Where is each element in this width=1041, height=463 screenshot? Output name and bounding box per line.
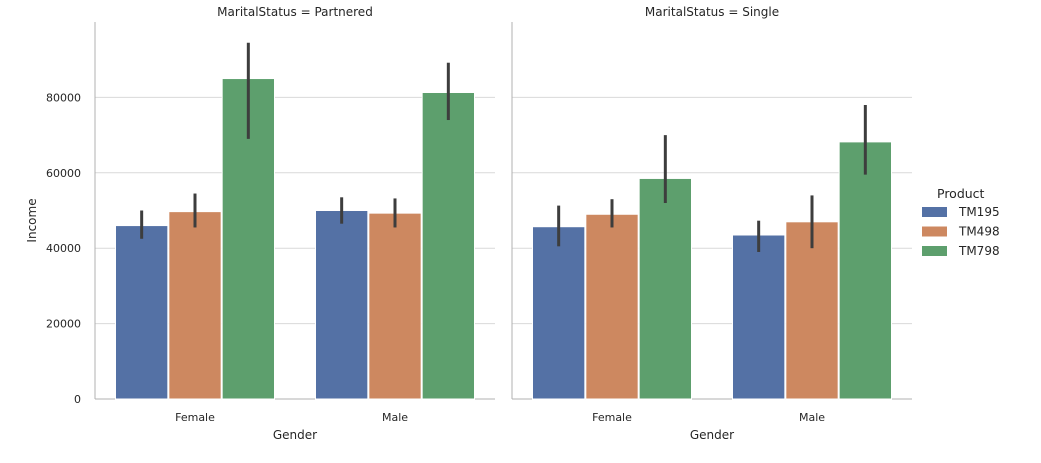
legend-label: TM798	[958, 244, 1000, 258]
x-axis-label: Gender	[273, 428, 317, 442]
y-tick-label: 20000	[46, 318, 81, 331]
bar	[368, 212, 422, 400]
panel-title: MaritalStatus = Single	[645, 5, 779, 19]
bar	[168, 211, 222, 400]
bar	[785, 221, 839, 400]
legend-title: Product	[937, 186, 985, 201]
panel-title: MaritalStatus = Partnered	[217, 5, 373, 19]
bar	[115, 225, 169, 400]
x-axis-label: Gender	[690, 428, 734, 442]
legend-label: TM498	[958, 225, 1000, 239]
bar	[732, 234, 786, 400]
legend-label: TM195	[958, 205, 1000, 219]
bar	[532, 226, 586, 400]
x-tick-label: Male	[799, 411, 825, 424]
x-tick-label: Male	[382, 411, 408, 424]
x-tick-label: Female	[175, 411, 215, 424]
bar	[421, 91, 475, 400]
y-tick-label: 80000	[46, 91, 81, 104]
y-tick-label: 40000	[46, 242, 81, 255]
y-tick-label: 60000	[46, 167, 81, 180]
bar	[585, 213, 639, 400]
bar	[638, 177, 693, 400]
bar	[838, 141, 893, 400]
y-axis-label: Income	[25, 198, 39, 242]
y-tick-label: 0	[74, 393, 81, 406]
legend-swatch	[922, 246, 947, 256]
bar	[315, 210, 369, 400]
legend-swatch	[922, 207, 947, 217]
x-tick-label: Female	[592, 411, 632, 424]
legend-swatch	[922, 226, 947, 237]
